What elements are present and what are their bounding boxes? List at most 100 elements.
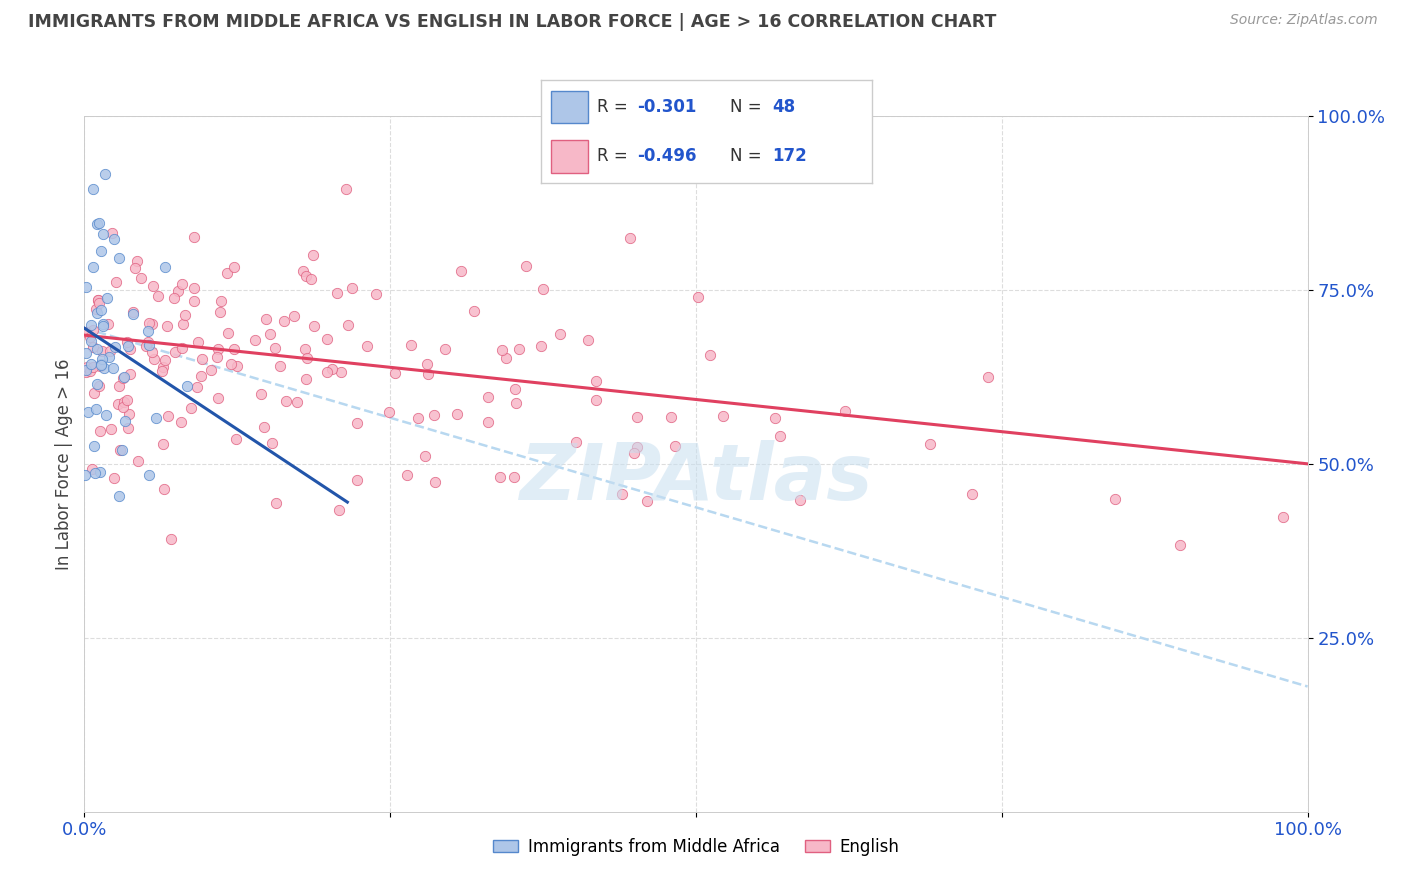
Point <box>89 296 111 310</box>
Point <box>416 367 439 381</box>
Point <box>86 217 108 231</box>
Point <box>80 462 103 476</box>
Point <box>146 289 169 303</box>
Point <box>508 343 530 357</box>
Point <box>82 359 104 374</box>
Point <box>659 409 682 424</box>
Point <box>918 437 941 451</box>
Point <box>86 293 108 307</box>
Point <box>619 231 641 245</box>
Point <box>1104 492 1126 507</box>
Point <box>155 352 177 367</box>
Point <box>585 393 607 408</box>
Point <box>219 357 242 371</box>
Bar <box>551 140 588 173</box>
Text: 172: 172 <box>773 147 807 165</box>
Text: 48: 48 <box>773 98 796 116</box>
Point <box>138 334 160 349</box>
Point <box>104 339 127 353</box>
Point <box>112 395 135 409</box>
Point <box>111 400 134 414</box>
Point <box>107 397 129 411</box>
Point <box>75 363 97 377</box>
Point <box>962 487 984 501</box>
Point <box>152 437 174 451</box>
Point <box>156 409 179 423</box>
Point <box>79 364 101 378</box>
Point <box>336 318 359 333</box>
Point <box>664 439 686 453</box>
Point <box>254 311 277 326</box>
Point <box>82 340 104 354</box>
Point <box>366 286 388 301</box>
Point <box>77 405 100 419</box>
Point <box>103 470 125 484</box>
Point <box>170 342 193 356</box>
Point <box>423 475 446 489</box>
Point <box>138 316 160 330</box>
Point <box>108 443 131 458</box>
Point <box>82 182 104 196</box>
Text: R =: R = <box>598 147 634 165</box>
Point <box>530 339 553 353</box>
Text: Source: ZipAtlas.com: Source: ZipAtlas.com <box>1230 13 1378 28</box>
Point <box>141 345 163 359</box>
Point <box>82 323 104 337</box>
Point <box>83 439 105 453</box>
Point <box>101 227 124 241</box>
Point <box>295 268 318 283</box>
Text: N =: N = <box>730 147 766 165</box>
Point <box>585 375 607 389</box>
Point <box>610 487 633 501</box>
Point <box>415 449 437 463</box>
Point <box>299 272 322 286</box>
Point <box>86 306 108 320</box>
Point <box>408 410 430 425</box>
Point <box>326 286 349 301</box>
Point <box>316 365 339 379</box>
Point <box>118 342 141 356</box>
Point <box>93 361 115 376</box>
Point <box>91 344 114 359</box>
Point <box>83 386 105 401</box>
Point <box>1168 538 1191 552</box>
Point <box>315 332 337 346</box>
Point <box>170 277 193 292</box>
Point <box>103 232 125 246</box>
Point <box>396 468 419 483</box>
Point <box>84 401 107 416</box>
Point <box>125 254 148 268</box>
Point <box>98 344 121 359</box>
Point <box>170 415 193 429</box>
Point <box>346 473 368 487</box>
Point <box>118 407 141 421</box>
Point <box>127 454 149 468</box>
Point <box>114 413 136 427</box>
Point <box>208 305 231 319</box>
Point <box>153 260 176 274</box>
Point <box>477 390 499 404</box>
Point <box>115 335 138 350</box>
Point <box>789 492 811 507</box>
Y-axis label: In Labor Force | Age > 16: In Labor Force | Age > 16 <box>55 358 73 570</box>
Point <box>548 326 571 341</box>
Point <box>217 326 239 340</box>
Point <box>273 314 295 328</box>
Point <box>87 379 110 393</box>
Point <box>135 339 157 353</box>
Point <box>86 376 108 391</box>
Point <box>112 369 135 384</box>
Point <box>399 338 422 352</box>
Point <box>488 470 510 484</box>
Point <box>283 310 305 324</box>
Point <box>98 350 121 364</box>
Point <box>82 260 104 274</box>
Point <box>156 319 179 334</box>
Bar <box>551 91 588 123</box>
Point <box>91 317 114 331</box>
Point <box>190 369 212 384</box>
Point <box>224 260 246 274</box>
Point <box>297 351 319 365</box>
Point <box>94 408 117 422</box>
Point <box>565 435 588 450</box>
